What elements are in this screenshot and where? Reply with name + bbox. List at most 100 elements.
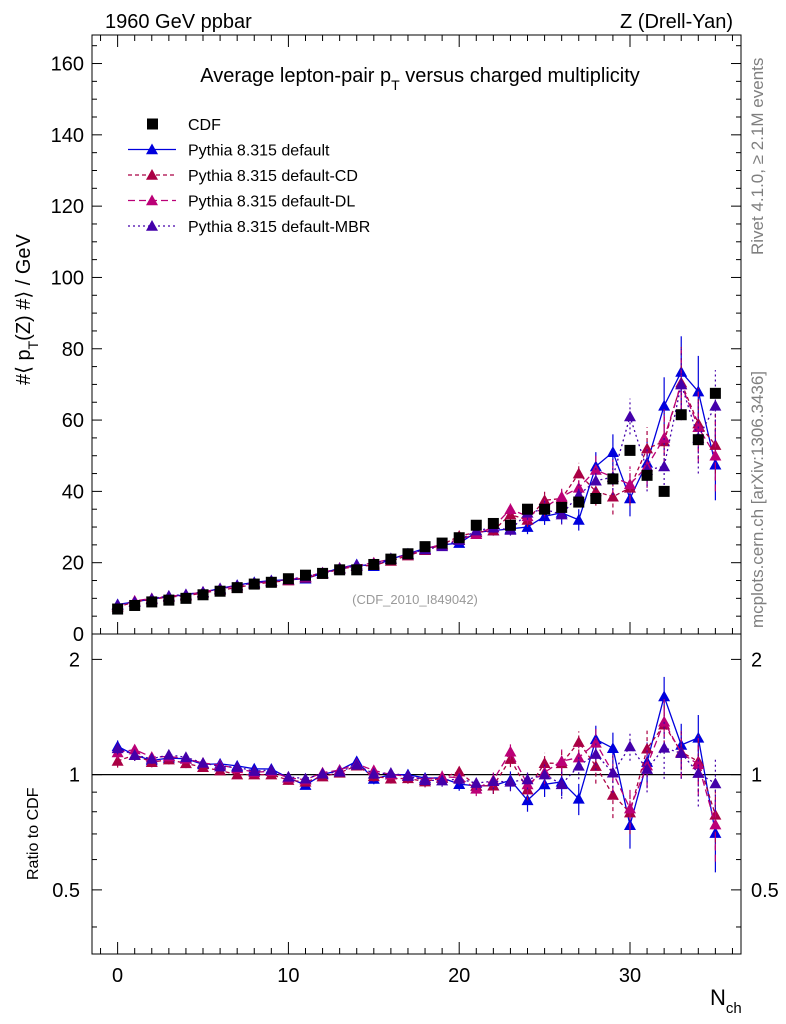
ratio-point <box>231 768 244 780</box>
data-point <box>692 434 704 446</box>
y-tick-label: 120 <box>51 196 84 218</box>
ratio-point <box>606 766 619 778</box>
ratio-point <box>692 767 705 778</box>
ratio-point <box>401 770 414 781</box>
ratio-point <box>282 770 295 782</box>
legend-marker <box>146 169 158 180</box>
side-label-rivet: Rivet 4.1.0, ≥ 2.1M events <box>748 58 767 255</box>
ratio-point <box>589 736 602 748</box>
data-point <box>214 585 226 597</box>
ratio-point <box>470 777 483 788</box>
analysis-watermark: (CDF_2010_I849042) <box>352 592 478 607</box>
ratio-point <box>333 765 346 777</box>
data-point <box>709 399 722 411</box>
ratio-point <box>658 715 671 727</box>
data-point <box>692 385 705 397</box>
data-point <box>555 508 568 520</box>
data-point <box>504 519 516 531</box>
legend-label: Pythia 8.315 default-CD <box>188 168 358 185</box>
y-tick-label: 100 <box>51 267 84 289</box>
data-point <box>129 599 141 611</box>
data-point <box>539 503 551 515</box>
series-layer <box>111 336 722 873</box>
data-point <box>623 478 636 490</box>
data-point <box>265 576 277 588</box>
ratio-point <box>572 736 585 747</box>
ratio-y-axis-label: Ratio to CDF <box>25 787 42 880</box>
data-point <box>402 548 414 560</box>
axes-layer: 0 20 40 60 80 100 120 140 160 0 10 20 30 0.5 0.5 1 1 2 2 <box>51 35 779 987</box>
data-point <box>282 573 294 585</box>
ratio-point <box>504 775 517 787</box>
legend-marker <box>147 118 158 130</box>
legend-label: Pythia 8.315 default <box>188 143 330 160</box>
data-point <box>334 564 346 576</box>
y-tick-label: 80 <box>62 339 84 361</box>
ratio-point <box>572 792 585 804</box>
legend-marker <box>146 143 158 155</box>
ratio-point <box>248 765 261 776</box>
x-tick-label: 0 <box>112 965 123 987</box>
ratio-point <box>692 731 705 743</box>
x-tick-label: 20 <box>448 965 470 987</box>
data-point <box>675 378 688 390</box>
y-axis-label: #⟨ pT(Z) #⟩ / GeV <box>13 233 41 385</box>
ratio-point <box>436 774 449 786</box>
data-point <box>504 503 517 515</box>
ratio-point <box>504 745 517 757</box>
legend-entry: CDF <box>147 117 221 134</box>
legend-entry: Pythia 8.315 default-CD <box>128 168 358 185</box>
ratio-plot-frame <box>91 633 742 955</box>
legend-entry: Pythia 8.315 default-DL <box>128 194 355 211</box>
data-point <box>606 446 619 457</box>
data-point <box>419 541 431 553</box>
legend-marker <box>146 194 158 206</box>
data-point <box>590 493 602 505</box>
legend-marker <box>146 220 158 231</box>
data-point <box>197 589 209 601</box>
ratio-point <box>709 777 722 789</box>
ratio-point <box>709 818 722 830</box>
ratio-point <box>111 742 124 754</box>
ratio-point <box>589 760 602 771</box>
data-point <box>368 558 380 570</box>
ratio-point <box>538 757 551 768</box>
ratio-point <box>453 765 466 777</box>
data-point <box>658 460 671 472</box>
y-tick-label: 140 <box>51 125 84 147</box>
ratio-point <box>675 747 688 758</box>
ratio-point <box>350 758 363 770</box>
ratio-point <box>606 742 619 753</box>
x-tick-label: 30 <box>619 965 641 987</box>
data-point <box>487 517 499 529</box>
ratio-point <box>197 756 210 768</box>
side-label-mcplots: mcplots.cern.ch [arXiv:1306.3436] <box>748 371 767 628</box>
ratio-y-tick-label: 2 <box>69 649 80 671</box>
series-2 <box>111 348 722 611</box>
ratio-series-3 <box>111 721 722 812</box>
data-point <box>607 473 619 485</box>
data-point <box>453 532 465 544</box>
header-left: 1960 GeV ppbar <box>105 11 252 33</box>
data-point <box>606 490 619 502</box>
data-point <box>351 564 363 576</box>
data-point <box>572 481 585 493</box>
ratio-y-tick-label-right: 0.5 <box>751 880 779 902</box>
ratio-point <box>214 760 227 772</box>
data-point <box>248 578 260 590</box>
ratio-point <box>316 767 329 779</box>
series-0 <box>111 336 722 610</box>
legend-label: CDF <box>188 117 221 134</box>
y-tick-label: 160 <box>51 54 84 76</box>
data-point <box>163 594 175 606</box>
y-tick-label: 0 <box>73 624 84 646</box>
data-point <box>470 519 482 531</box>
ratio-point <box>572 751 585 763</box>
chart-title: Average lepton-pair pT versus charged mu… <box>200 65 640 93</box>
ratio-point <box>111 754 124 766</box>
data-point <box>385 553 397 565</box>
ratio-point <box>572 759 585 771</box>
series-line <box>117 381 716 606</box>
ratio-point <box>128 749 141 760</box>
data-point <box>231 582 243 594</box>
